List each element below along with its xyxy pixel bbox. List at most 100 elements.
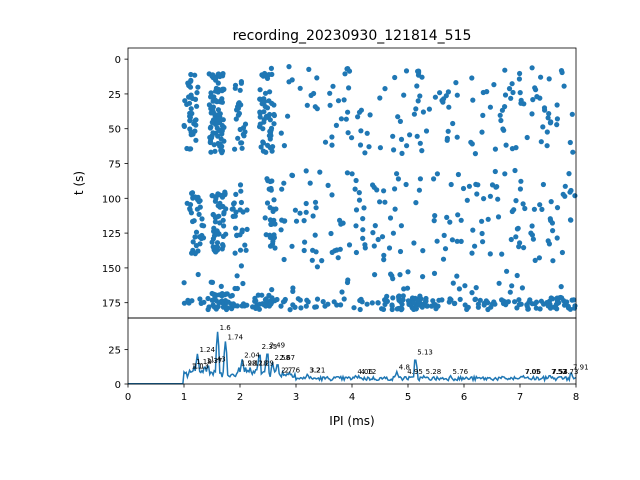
- spike-dot: [186, 100, 193, 106]
- spike-dot: [531, 206, 538, 212]
- spike-dot: [480, 239, 486, 245]
- spike-dot: [469, 290, 475, 296]
- spike-dot: [517, 70, 523, 77]
- spike-dot: [560, 191, 566, 197]
- spike-dot: [233, 191, 239, 197]
- spike-dot: [508, 236, 514, 243]
- spike-dot: [214, 244, 221, 250]
- peak-label: 1.6: [220, 324, 232, 332]
- spike-dot: [239, 227, 245, 233]
- peak-label: 4.8: [399, 364, 410, 372]
- spike-dot: [392, 206, 398, 212]
- spike-dot: [508, 95, 514, 101]
- spike-dot: [189, 190, 196, 196]
- spike-dot: [289, 172, 296, 179]
- peak-label: 7.53: [552, 368, 568, 376]
- spike-dot: [538, 139, 544, 145]
- spike-dot: [411, 300, 417, 306]
- spike-dot: [401, 92, 407, 98]
- spike-dot: [411, 306, 417, 312]
- spike-dot: [504, 268, 510, 274]
- spike-dot: [554, 298, 561, 304]
- spike-dot: [479, 218, 485, 224]
- spike-dot: [401, 286, 407, 292]
- spike-dot: [550, 228, 556, 234]
- spike-dot: [558, 284, 564, 290]
- spike-dot: [340, 220, 346, 226]
- spike-dot: [188, 78, 194, 84]
- spike-dot: [403, 181, 409, 188]
- spike-dot: [218, 136, 224, 142]
- spike-dot: [188, 71, 194, 78]
- spike-dot: [209, 239, 215, 245]
- spike-dot: [414, 83, 420, 89]
- spike-dot: [262, 215, 268, 221]
- spike-dot: [453, 80, 459, 86]
- histogram-x-tick-label: 7: [517, 392, 523, 403]
- raster-panel: 0 25 50 75 100 125 150 175 t (s): [72, 47, 578, 319]
- spike-dot: [475, 182, 481, 188]
- spike-dot: [269, 287, 275, 293]
- spike-dot: [567, 139, 573, 146]
- spike-dot: [548, 217, 554, 224]
- spike-dot: [397, 118, 403, 124]
- spike-dot: [197, 204, 203, 210]
- peak-label: 4.12: [361, 368, 377, 376]
- spike-dot: [290, 288, 296, 294]
- spike-dot: [268, 65, 274, 71]
- spike-dot: [446, 299, 452, 305]
- peak-label: 4.06: [357, 368, 373, 376]
- spike-dot: [431, 218, 437, 224]
- spike-dot: [305, 299, 311, 305]
- spike-dot: [389, 303, 395, 309]
- spike-dot: [278, 227, 284, 233]
- spike-dot: [213, 249, 219, 255]
- spike-dot: [499, 297, 505, 303]
- spike-dot: [558, 68, 565, 74]
- spike-dot: [420, 109, 426, 115]
- spike-dot: [513, 198, 519, 204]
- spike-dot: [303, 303, 309, 309]
- spike-dot: [237, 87, 243, 93]
- spike-dot: [548, 295, 554, 301]
- spike-dot: [509, 81, 515, 87]
- spike-dot: [457, 296, 463, 302]
- spike-dot: [458, 238, 464, 244]
- spike-dot: [319, 258, 325, 264]
- spike-dot: [267, 217, 273, 223]
- spike-dot: [235, 135, 241, 141]
- spike-dot: [312, 199, 319, 205]
- spike-dot: [199, 216, 205, 222]
- spike-dot: [252, 295, 258, 301]
- spike-dot: [419, 304, 425, 310]
- spike-dot: [187, 113, 193, 119]
- spike-dot: [353, 207, 360, 213]
- peak-label: 2.1: [248, 360, 259, 368]
- spike-dot: [525, 306, 531, 312]
- spike-dot: [187, 202, 194, 208]
- spike-dot: [512, 167, 518, 174]
- spike-dot: [492, 168, 498, 175]
- spike-dot: [364, 130, 370, 136]
- spike-dot: [356, 197, 363, 203]
- spike-dot: [304, 102, 310, 108]
- spike-dot: [485, 216, 491, 222]
- spike-dot: [192, 118, 198, 124]
- spike-dot: [366, 144, 372, 150]
- spike-dot: [411, 240, 417, 246]
- spike-dot: [511, 207, 517, 213]
- spike-dot: [465, 304, 471, 310]
- spike-dot: [219, 143, 225, 149]
- spike-dot: [390, 276, 396, 282]
- spike-dot: [271, 112, 277, 119]
- peak-label: 1.74: [227, 333, 243, 341]
- spike-dot: [360, 227, 366, 233]
- spike-dot: [208, 110, 214, 116]
- spike-dot: [286, 64, 292, 70]
- spike-dot: [346, 242, 353, 248]
- spike-dot: [298, 305, 304, 311]
- spike-dot: [439, 297, 445, 303]
- spike-dot: [238, 263, 244, 269]
- peak-label: 3.2: [309, 366, 320, 374]
- spike-dot: [195, 248, 201, 254]
